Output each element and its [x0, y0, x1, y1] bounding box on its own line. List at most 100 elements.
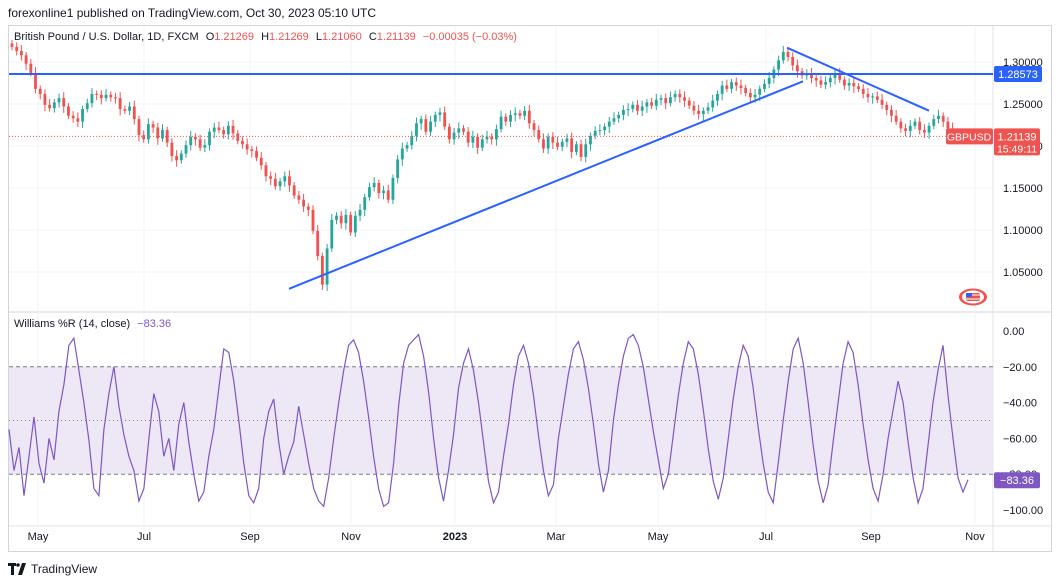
time-tick-label: Nov [965, 531, 985, 543]
us-flag-icon[interactable] [958, 288, 988, 306]
candle-body [607, 121, 611, 127]
candle-body [833, 73, 837, 78]
candle-body [946, 121, 950, 129]
candle-body [325, 248, 329, 285]
candle-body [81, 109, 84, 122]
candle-body [226, 125, 230, 135]
candle-body [781, 51, 785, 61]
candle-body [71, 115, 75, 119]
candle-body [118, 98, 122, 110]
candle-body [363, 197, 367, 210]
candle-body [734, 82, 738, 86]
rising-trendline [288, 80, 804, 290]
candle-body [217, 127, 221, 131]
candle-body [706, 107, 710, 111]
candle-body [523, 110, 527, 116]
candle-body [542, 139, 545, 149]
candle-body [344, 214, 348, 224]
candle-body [730, 82, 733, 89]
candle-body [922, 130, 926, 133]
candle-body [725, 85, 729, 89]
candle-body [626, 109, 630, 111]
candle-body [828, 77, 832, 83]
wr-tick-label: −100.00 [1003, 505, 1043, 517]
candle-body [349, 214, 353, 233]
footer[interactable]: TradingView [8, 562, 97, 576]
candle-body [636, 104, 639, 111]
candle-body [38, 88, 42, 94]
candle-body [589, 135, 592, 145]
indicator-legend[interactable]: Williams %R (14, close) −83.36 [14, 318, 171, 330]
candle-body [937, 115, 940, 120]
candle-body [692, 105, 696, 111]
candle-body [777, 60, 780, 70]
price-tick-label: 1.05000 [1003, 267, 1043, 279]
indicator-name: Williams %R (14, close) [14, 318, 131, 330]
candle-body [236, 133, 240, 141]
candle-body [330, 219, 334, 249]
candle-body [99, 94, 103, 99]
candle-body [673, 93, 677, 98]
candle-body [302, 199, 305, 207]
candle-body [109, 94, 113, 98]
open-value: 1.21269 [214, 31, 255, 43]
candle-body [744, 88, 748, 94]
candle-body [132, 106, 136, 120]
candle-body [875, 96, 879, 100]
candle-body [485, 136, 489, 140]
candle-body [612, 118, 616, 122]
hline-price-label: 1.28573 [998, 69, 1038, 81]
candle-body [556, 142, 559, 147]
wr-last-label: −83.36 [1000, 475, 1034, 487]
candle-body [819, 80, 823, 85]
candle-body [320, 256, 324, 285]
candle-body [386, 190, 390, 200]
time-tick-label: Jul [759, 531, 773, 543]
candle-body [194, 136, 197, 140]
candle-body [15, 46, 19, 52]
candle-body [19, 51, 23, 56]
candle-body [396, 159, 400, 178]
candle-body [565, 138, 569, 142]
candle-body [852, 83, 856, 87]
candle-body [814, 77, 818, 81]
candle-body [871, 96, 875, 98]
candle-body [128, 106, 131, 111]
wr-tick-label: −40.00 [1003, 398, 1037, 410]
candle-body [650, 102, 654, 106]
symbol-legend[interactable]: British Pound / U.S. Dollar, 1D, FXCM O1… [14, 31, 517, 43]
price-tick-label: 1.15000 [1003, 183, 1043, 195]
candle-body [255, 151, 258, 158]
candle-body [504, 116, 508, 122]
candle-body [527, 110, 531, 124]
candle-body [739, 85, 743, 89]
candle-body [189, 136, 193, 146]
candle-body [683, 97, 686, 101]
wr-last-box [994, 472, 1040, 489]
candle-body [457, 128, 461, 133]
time-tick-label: Sep [861, 531, 881, 543]
candle-body [415, 123, 418, 136]
candle-body [410, 135, 414, 146]
candle-body [142, 135, 146, 140]
candle-body [62, 98, 66, 107]
candle-body [57, 98, 61, 103]
candle-body [791, 56, 795, 66]
candle-body [687, 100, 691, 106]
candle-body [711, 100, 715, 108]
wr-tick-label: 0.00 [1003, 326, 1024, 338]
candle-body [264, 165, 268, 177]
candle-body [391, 177, 395, 200]
candle-body [382, 190, 385, 194]
candle-body [838, 73, 842, 80]
candle-body [429, 121, 432, 132]
candle-body [786, 51, 790, 57]
candle-body [570, 138, 574, 152]
candle-body [156, 127, 160, 139]
candle-body [462, 128, 465, 132]
candle-body [292, 185, 296, 196]
candle-body [377, 182, 381, 194]
candle-body [43, 93, 47, 105]
candle-body [659, 98, 663, 100]
